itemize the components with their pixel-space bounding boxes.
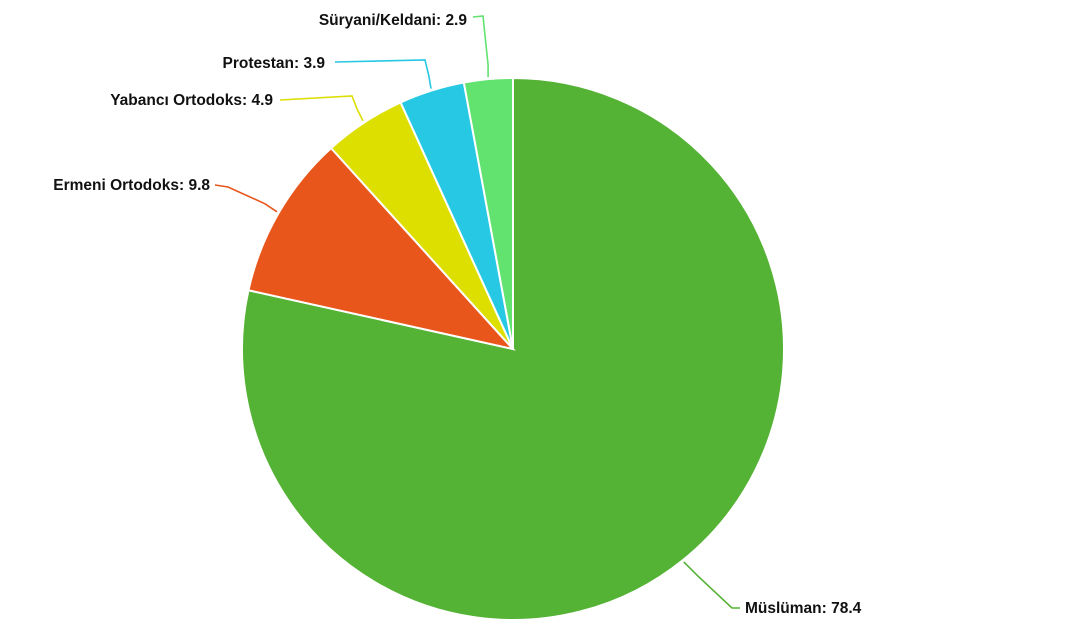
leader-line-syriac-chaldean: [472, 15, 489, 78]
data-label-foreign-orthodox: Yabancı Ortodoks: 4.9: [110, 92, 273, 109]
data-label-syriac-chaldean: Süryani/Keldani: 2.9: [319, 12, 468, 29]
pie-slices: [241, 76, 785, 621]
data-label-armenian-orthodox: Ermeni Ortodoks: 9.8: [53, 177, 210, 194]
leader-line-protestant: [334, 59, 432, 89]
leader-lines: [214, 15, 740, 609]
leader-line-foreign-orthodox: [279, 95, 364, 122]
leader-line-armenian-orthodox: [214, 184, 278, 213]
data-label-muslim: Müslüman: 78.4: [745, 600, 862, 617]
data-labels: Müslüman: 78.4 Ermeni Ortodoks: 9.8 Yaba…: [53, 12, 861, 617]
data-label-protestant: Protestan: 3.9: [222, 55, 325, 72]
pie-slice-armenian-orthodox: [247, 146, 516, 351]
leader-line-muslim: [683, 561, 740, 609]
pie-slice-syriac-chaldean: [462, 76, 514, 350]
